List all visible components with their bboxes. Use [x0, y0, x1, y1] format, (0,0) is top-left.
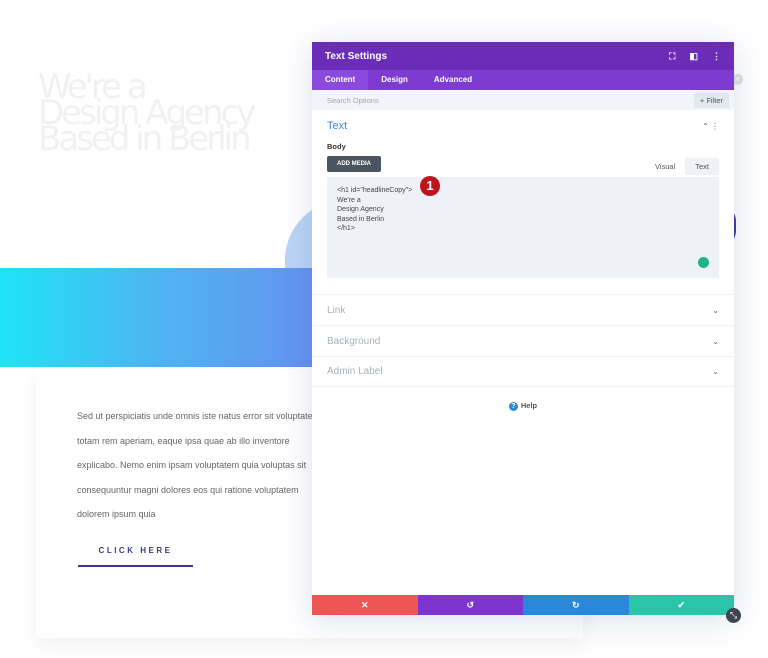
- modal-tabs: Content Design Advanced: [312, 70, 734, 90]
- save-button[interactable]: ✔: [628, 595, 734, 615]
- editor-content[interactable]: <h1 id="headlineCopy"> We're a Design Ag…: [337, 187, 413, 232]
- paragraph-line: consequuntur magni dolores eos qui ratio…: [77, 484, 299, 495]
- search-bar: Search Options + Filter: [312, 90, 734, 110]
- step-badge: 1: [420, 176, 440, 196]
- paragraph-line: totam rem aperiam, eaque ipsa quae ab il…: [77, 435, 290, 446]
- modal-header[interactable]: Text Settings ⛶ ◧ ⋮: [312, 42, 734, 70]
- body-paragraph: Sed ut perspiciatis unde omnis iste natu…: [77, 404, 317, 527]
- text-settings-modal: Text Settings ⛶ ◧ ⋮ Content Design Advan…: [312, 42, 734, 615]
- split-view-icon[interactable]: ◧: [689, 50, 698, 61]
- search-input[interactable]: Search Options: [327, 95, 379, 105]
- grammarly-icon[interactable]: [698, 257, 709, 268]
- text-section-header[interactable]: Text ⌃ ⋮: [327, 110, 719, 142]
- help-icon: ?: [508, 402, 518, 411]
- paragraph-line: Sed ut perspiciatis unde omnis iste natu…: [77, 411, 317, 421]
- paragraph-line: dolorem ipsum quia: [77, 509, 156, 519]
- section-label: Link: [327, 304, 346, 316]
- help-label: Help: [520, 401, 538, 410]
- undo-button[interactable]: ↺: [417, 595, 523, 615]
- section-admin-label[interactable]: Admin Label ⌄: [312, 356, 734, 387]
- resize-handle-icon[interactable]: ⤡: [726, 608, 741, 623]
- tab-visual[interactable]: Visual: [644, 158, 686, 175]
- more-options-icon[interactable]: ⋮: [712, 50, 721, 61]
- body-editor[interactable]: <h1 id="headlineCopy"> We're a Design Ag…: [327, 177, 719, 278]
- editor-mode-tabs: Visual Text: [644, 158, 719, 175]
- chevron-down-icon: ⌄: [712, 336, 719, 346]
- section-label: Background: [327, 335, 381, 347]
- tab-advanced[interactable]: Advanced: [433, 75, 473, 84]
- filter-button[interactable]: + Filter: [693, 92, 729, 108]
- fullscreen-icon[interactable]: ⛶: [669, 50, 676, 61]
- paragraph-line: explicabo. Nemo enim ipsam voluptatem qu…: [77, 460, 307, 470]
- headline-ghost: We're a Design Agency Based in Berlin: [38, 67, 256, 159]
- tab-text[interactable]: Text: [695, 162, 709, 171]
- tab-content[interactable]: Content: [312, 70, 369, 90]
- gradient-band: [0, 268, 320, 367]
- modal-footer: ✕ ↺ ↻ ✔: [312, 595, 734, 615]
- section-background[interactable]: Background ⌄: [312, 325, 734, 356]
- help-link[interactable]: ? Help: [312, 401, 734, 411]
- chevron-down-icon: ⌄: [712, 305, 719, 315]
- text-section: Text ⌃ ⋮ Body ADD MEDIA Visual Text <h1 …: [312, 110, 734, 278]
- section-label: Admin Label: [327, 366, 383, 377]
- section-title: Text: [327, 120, 348, 132]
- modal-title: Text Settings: [325, 50, 388, 62]
- chevron-up-icon[interactable]: ⌃ ⋮: [702, 121, 719, 131]
- tab-design[interactable]: Design: [381, 75, 408, 84]
- chevron-down-icon: ⌄: [712, 367, 719, 376]
- section-link[interactable]: Link ⌄: [312, 294, 734, 325]
- redo-button[interactable]: ↻: [523, 595, 629, 615]
- click-here-button[interactable]: CLICK HERE: [78, 546, 193, 567]
- body-label: Body: [327, 142, 346, 151]
- add-media-button[interactable]: ADD MEDIA: [327, 156, 381, 172]
- cancel-button[interactable]: ✕: [312, 595, 418, 615]
- close-icon[interactable]: ✕: [732, 74, 743, 85]
